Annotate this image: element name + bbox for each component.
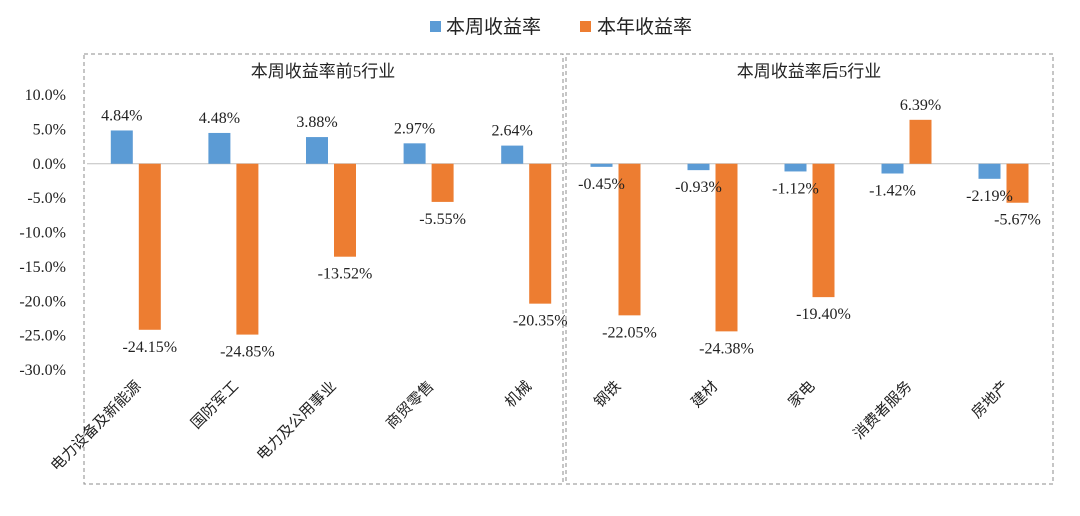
bar-weekly [881,163,904,174]
label-yearly: -24.38% [699,340,754,357]
bar-yearly [138,163,161,330]
label-yearly: -13.52% [318,266,373,283]
category-label: 消费者服务 [850,378,915,443]
label-yearly: -5.55% [419,211,466,228]
y-tick-label: -25.0% [19,328,66,345]
y-tick-label: 0.0% [33,156,66,173]
bar-weekly [501,145,524,164]
panel-right-border [565,53,1054,485]
label-yearly: -20.35% [513,313,568,330]
category-label: 家电 [785,378,818,411]
label-weekly: -0.93% [675,179,722,196]
legend-swatch-yearly [580,21,591,32]
bar-weekly [208,132,231,164]
bar-yearly [236,163,259,335]
category-label: 电力及公用事业 [254,378,340,464]
label-weekly: -1.42% [869,183,916,200]
category-label: 商贸零售 [383,378,437,432]
label-weekly: 4.48% [199,110,240,127]
label-weekly: 2.64% [492,123,533,140]
legend-label-weekly: 本周收益率 [446,16,541,38]
legend-label-yearly: 本年收益率 [597,16,692,38]
label-yearly: -24.15% [122,339,177,356]
panel-left-title: 本周收益率前5行业 [251,62,396,81]
bar-weekly [784,163,807,172]
y-tick-label: 10.0% [25,87,66,104]
bar-weekly [306,137,328,164]
category-label: 国防军工 [188,378,242,432]
category-label: 电力设备及新能源 [48,378,145,475]
bar-yearly [812,163,835,298]
category-label: 房地产 [968,378,1012,422]
bar-yearly [1006,163,1029,203]
bars [110,119,1029,335]
y-tick-label: 5.0% [33,121,66,138]
panel-left-border [83,53,564,485]
y-axis: 10.0% 5.0% 0.0% -5.0% -10.0% -15.0% -20.0% -25.… [19,87,66,379]
data-labels: 4.84% -24.15% 4.48% -24.85% 3.88% -13.52% 2.97… [101,97,1041,361]
category-label: 机械 [502,378,535,411]
label-yearly: 6.39% [900,97,941,114]
y-tick-label: -30.0% [19,362,66,379]
label-weekly: 3.88% [296,114,337,131]
label-weekly: 4.84% [101,107,142,124]
y-tick-label: -15.0% [19,259,66,276]
label-yearly: -5.67% [994,212,1041,229]
y-tick-label: -20.0% [19,293,66,310]
bar-weekly [110,130,133,164]
bar-weekly [590,163,613,167]
bar-weekly [978,163,1001,179]
label-yearly: -22.05% [602,324,657,341]
bar-yearly [334,163,356,257]
label-weekly: -2.19% [966,188,1013,205]
label-yearly: -24.85% [220,344,275,361]
category-label: 建材 [688,378,721,411]
bar-yearly [618,163,641,316]
category-label: 钢铁 [591,378,624,411]
label-weekly: -1.12% [772,180,819,197]
label-weekly: -0.45% [578,176,625,193]
y-tick-label: -10.0% [19,225,66,242]
bar-yearly [909,119,932,164]
bar-weekly [403,143,426,164]
category-labels: 电力设备及新能源 国防军工 电力及公用事业 商贸零售 机械 钢铁 建材 家电 消费者服务 房地产 [48,378,1013,475]
bar-yearly [529,163,552,304]
panel-right-title: 本周收益率后5行业 [737,62,882,81]
label-weekly: 2.97% [394,120,435,137]
y-tick-label: -5.0% [27,190,66,207]
label-yearly: -19.40% [796,306,851,323]
bar-yearly [431,163,454,202]
bar-weekly [687,163,710,171]
legend: 本周收益率 本年收益率 [430,16,692,38]
legend-swatch-weekly [430,21,441,32]
bar-yearly [715,163,738,332]
